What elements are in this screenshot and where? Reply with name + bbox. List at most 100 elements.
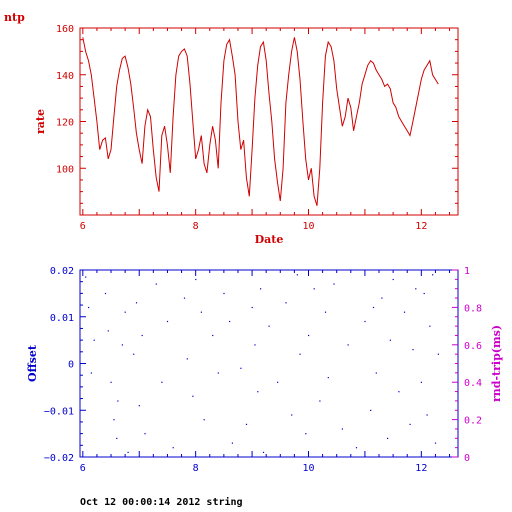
offset-point: [260, 288, 262, 290]
offset-point: [398, 391, 400, 393]
offset-point: [107, 330, 109, 332]
offset-point: [296, 274, 298, 276]
offset-point: [203, 419, 205, 421]
x-axis-label: Date: [255, 233, 284, 246]
offset-point: [144, 433, 146, 435]
offset-point: [183, 297, 186, 299]
x-tick-label: 10: [302, 221, 314, 232]
y-tick-label: 120: [56, 118, 74, 129]
offset-point: [285, 302, 287, 304]
offset-point: [364, 320, 366, 323]
offset-point: [161, 381, 163, 383]
offset-point: [409, 423, 411, 425]
y2-tick-label: 0.8: [464, 303, 482, 314]
offset-point: [124, 311, 126, 313]
y2-tick-label: 1: [464, 266, 470, 277]
x-tick-label: 6: [80, 221, 86, 232]
offset-point: [308, 334, 310, 337]
offset-point: [381, 297, 383, 299]
offset-point: [117, 400, 119, 402]
x-tick-label: 12: [415, 221, 427, 232]
offset-point: [262, 451, 265, 453]
offset-point: [135, 302, 138, 304]
offset-point: [434, 442, 437, 444]
y-tick-label: −0.02: [44, 453, 74, 464]
offset-point: [372, 306, 375, 309]
offset-point: [229, 320, 231, 323]
x-tick-label: 6: [80, 463, 86, 474]
rate-chart: 6 8 10 12 100 120 140 160 Date rate: [34, 24, 459, 246]
offset-point: [116, 437, 118, 439]
round-trip-axis-label: rnd-trip(ms): [490, 325, 503, 402]
x-tick-label: 8: [193, 463, 199, 474]
y2-tick-label: 0.2: [464, 416, 482, 427]
offset-point: [93, 339, 95, 341]
offset-point: [305, 433, 307, 435]
offset-point: [423, 292, 425, 295]
offset-point: [186, 358, 188, 360]
offset-point: [355, 447, 358, 449]
offset-point: [113, 419, 115, 421]
offset-point: [277, 381, 279, 383]
offset-point: [313, 288, 315, 290]
offset-point: [257, 391, 259, 393]
offset-point: [392, 278, 394, 281]
y-tick-label: 140: [56, 71, 74, 82]
offset-point: [327, 377, 329, 379]
offset-chart-frame: [79, 269, 459, 458]
rate-series-line: [82, 37, 439, 206]
offset-axis-label: Offset: [26, 344, 39, 382]
offset-point: [403, 311, 406, 313]
offset-point: [437, 353, 439, 355]
offset-point: [200, 311, 202, 313]
offset-point: [347, 344, 349, 346]
offset-point: [341, 428, 343, 430]
offset-point: [212, 334, 214, 337]
rate-chart-ticks: 6 8 10 12 100 120 140 160: [56, 24, 458, 232]
offset-point: [133, 353, 135, 355]
offset-point: [138, 405, 140, 407]
x-tick-label: 10: [302, 463, 314, 474]
footer-timestamp: Oct 12 00:00:14 2012 string: [80, 497, 243, 508]
offset-point: [375, 372, 377, 374]
offset-point: [251, 306, 253, 309]
y-tick-label: 0.02: [50, 266, 74, 277]
offset-point: [415, 288, 417, 290]
offset-point: [110, 381, 112, 383]
offset-point: [231, 442, 233, 444]
y-tick-label: 0: [68, 360, 74, 371]
offset-point: [387, 437, 389, 439]
offset-point: [299, 353, 301, 355]
offset-point: [141, 334, 143, 337]
offset-point: [155, 283, 157, 285]
offset-point: [104, 292, 107, 295]
y2-tick-label: 0.4: [464, 378, 482, 389]
offset-point: [412, 349, 414, 351]
offset-point: [370, 409, 372, 411]
offset-point: [429, 325, 431, 327]
offset-point: [245, 423, 248, 425]
offset-point: [319, 400, 321, 402]
offset-point: [166, 320, 169, 323]
offset-chart-ticks: 6 8 10 12 −0.02 −0.01 0 0.01 0.02 0 0.2 0.4 0.6 0.8 1: [44, 266, 482, 474]
offset-point: [333, 283, 335, 285]
offset-point: [324, 311, 327, 313]
offset-point: [85, 276, 87, 278]
offset-point: [90, 372, 92, 374]
y-axis-label: rate: [34, 109, 47, 134]
offset-points: [85, 274, 439, 453]
offset-point: [291, 414, 293, 416]
y2-tick-label: 0: [464, 453, 470, 464]
y2-tick-label: 0.6: [464, 341, 482, 352]
offset-point: [223, 292, 225, 295]
y-tick-label: 100: [56, 164, 74, 175]
x-tick-label: 8: [193, 221, 199, 232]
offset-point: [240, 367, 242, 369]
offset-point: [192, 395, 194, 397]
header-label: ntp: [4, 11, 25, 24]
offset-point: [195, 278, 197, 281]
y-tick-label: 160: [56, 24, 74, 35]
offset-point: [254, 344, 256, 346]
y-tick-label: 0.01: [50, 313, 74, 324]
